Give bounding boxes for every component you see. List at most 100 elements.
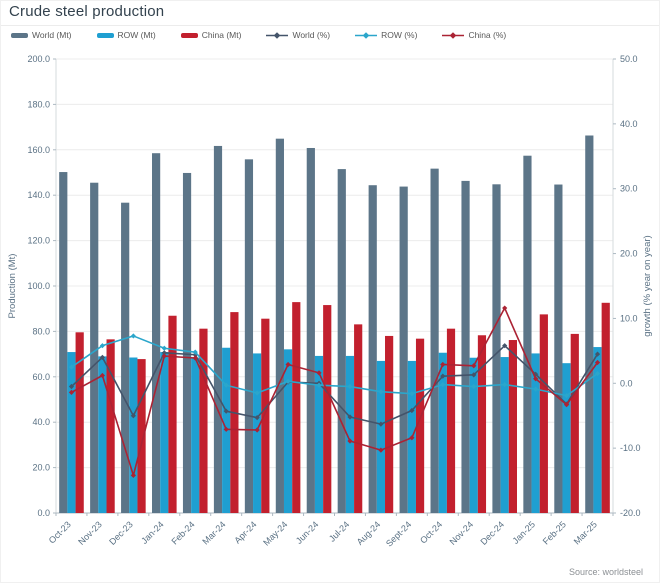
bar-worldmt-Aug-24 xyxy=(368,185,377,513)
bar-worldmt-Oct-24 xyxy=(430,168,439,513)
bar-rowmt-Oct-23 xyxy=(67,352,76,513)
legend-label: ROW (Mt) xyxy=(117,30,156,40)
marker-row-Dec-24 xyxy=(502,381,508,388)
source-note: Source: worldsteel xyxy=(568,567,643,577)
x-axis-label: Feb-25 xyxy=(541,519,568,546)
marker-world-Nov-23 xyxy=(99,354,106,360)
bar-worldmt-Jan-25 xyxy=(523,155,532,513)
marker-row-Feb-25 xyxy=(563,393,570,399)
marker-world-Dec-24 xyxy=(502,343,508,349)
marker-row-Jul-24 xyxy=(347,383,353,390)
left-axis-tick-label: 160.0 xyxy=(27,145,50,155)
marker-world-Apr-24 xyxy=(254,415,260,421)
left-axis-tick-label: 60.0 xyxy=(32,372,50,382)
marker-row-May-24 xyxy=(285,378,291,384)
line-row xyxy=(71,335,598,397)
marker-china-Apr-24 xyxy=(254,427,260,433)
legend-item-bar-1: ROW (Mt) xyxy=(96,30,156,40)
x-axis-label: Jun-24 xyxy=(294,519,321,546)
marker-china-Dec-24 xyxy=(502,305,508,311)
line-world xyxy=(70,344,599,425)
marker-world-Aug-24 xyxy=(378,421,384,427)
chart-plot-area: 0.0 20.0 40.0 60.0 80.0 100.0 120.0 140.0 160.0 1… xyxy=(7,54,653,549)
marker-world-Jan-24 xyxy=(161,350,167,356)
marker-row-Oct-23 xyxy=(68,364,75,370)
marker-china-Jul-24 xyxy=(347,438,353,444)
bar-worldmt-Feb-24 xyxy=(182,172,192,513)
x-axis-label: Apr-24 xyxy=(232,519,258,545)
legend-label: World (%) xyxy=(292,30,331,40)
left-axis-tick-label: 120.0 xyxy=(27,236,50,246)
marker-world-Mar-24 xyxy=(223,408,229,414)
marker-china-Jun-24 xyxy=(316,370,322,376)
bar-rowmt-Aug-24 xyxy=(376,360,386,513)
line-china xyxy=(71,307,599,477)
legend-line-marker xyxy=(266,31,289,39)
legend-line-marker xyxy=(442,31,465,39)
bar-rowmt-Jan-24 xyxy=(160,352,169,513)
bar-worldmt-Nov-24 xyxy=(461,180,470,514)
bar-rowmt-Nov-23 xyxy=(98,356,107,513)
bar-chinamt-Nov-24 xyxy=(477,335,487,513)
marker-world-Jul-24 xyxy=(347,414,353,420)
bar-rowmt-Mar-25 xyxy=(593,347,602,513)
marker-china-Jan-24 xyxy=(161,353,167,359)
marker-world-Nov-24 xyxy=(471,372,477,378)
bar-chinamt-Jan-24 xyxy=(168,315,177,513)
marker-china-Dec-23 xyxy=(130,472,136,478)
marker-row-Nov-23 xyxy=(99,343,106,349)
marker-china-Oct-23 xyxy=(68,389,75,395)
x-axis-label: Mar-24 xyxy=(200,519,227,546)
left-axis-title: Production (Mt) xyxy=(7,254,18,319)
x-axis-label: Jan-24 xyxy=(139,519,166,546)
marker-china-Nov-24 xyxy=(471,363,477,369)
marker-row-Feb-24 xyxy=(192,349,198,355)
chart-legend: World (Mt) ROW (Mt) China (Mt) World (%) ROW… xyxy=(11,30,506,40)
bar-chinamt-Nov-23 xyxy=(106,339,115,513)
bar-worldmt-Nov-23 xyxy=(90,182,99,513)
bar-rowmt-Feb-25 xyxy=(562,363,571,513)
bar-chinamt-Dec-24 xyxy=(508,340,517,513)
marker-china-Jan-25 xyxy=(533,376,539,382)
legend-item-bar-2: China (Mt) xyxy=(180,30,241,40)
left-axis-tick-label: 200.0 xyxy=(27,54,50,64)
legend-item-bar-0: World (Mt) xyxy=(11,30,72,40)
bar-chinamt-May-24 xyxy=(292,302,301,513)
bar-chinamt-Mar-25 xyxy=(601,302,610,513)
marker-china-Aug-24 xyxy=(378,447,384,453)
left-axis-tick-label: 20.0 xyxy=(32,463,50,473)
marker-china-Feb-24 xyxy=(192,355,198,361)
left-axis-tick-label: 40.0 xyxy=(32,417,50,427)
x-axis-label: May-24 xyxy=(261,519,289,547)
legend-label: ROW (%) xyxy=(381,30,418,40)
bar-rowmt-Apr-24 xyxy=(253,353,262,513)
marker-row-Aug-24 xyxy=(378,389,384,395)
legend-item-line-0: World (%) xyxy=(266,30,330,40)
right-axis-tick-label: 20.0 xyxy=(620,249,638,259)
bar-worldmt-Mar-24 xyxy=(213,145,223,513)
right-axis-tick-label: 40.0 xyxy=(620,119,638,129)
legend-label: World (Mt) xyxy=(32,30,72,40)
x-axis-label: Dec-24 xyxy=(479,519,507,547)
x-axis-label: Aug-24 xyxy=(355,519,383,547)
bar-chinamt-Feb-24 xyxy=(199,328,208,513)
right-axis-tick-label: 0.0 xyxy=(620,378,633,388)
bar-chinamt-Dec-23 xyxy=(137,359,146,513)
bar-rowmt-Jan-25 xyxy=(531,353,540,513)
bar-worldmt-Feb-25 xyxy=(554,184,563,513)
bar-rowmt-Jun-24 xyxy=(314,355,324,513)
marker-world-Oct-23 xyxy=(68,383,75,390)
left-axis-tick-label: 80.0 xyxy=(32,326,50,336)
marker-row-Apr-24 xyxy=(254,390,260,396)
bar-worldmt-Dec-23 xyxy=(121,202,130,514)
marker-china-Nov-23 xyxy=(99,372,106,379)
marker-china-Feb-25 xyxy=(563,402,570,408)
x-axis-label: Oct-23 xyxy=(47,519,73,545)
bar-chinamt-Jan-25 xyxy=(539,314,548,513)
bar-chinamt-Oct-24 xyxy=(446,328,456,513)
marker-world-Sept-24 xyxy=(409,407,415,414)
marker-row-Mar-25 xyxy=(594,370,601,377)
page-title: Crude steel production xyxy=(9,3,165,20)
left-axis-tick-label: 180.0 xyxy=(27,99,50,109)
